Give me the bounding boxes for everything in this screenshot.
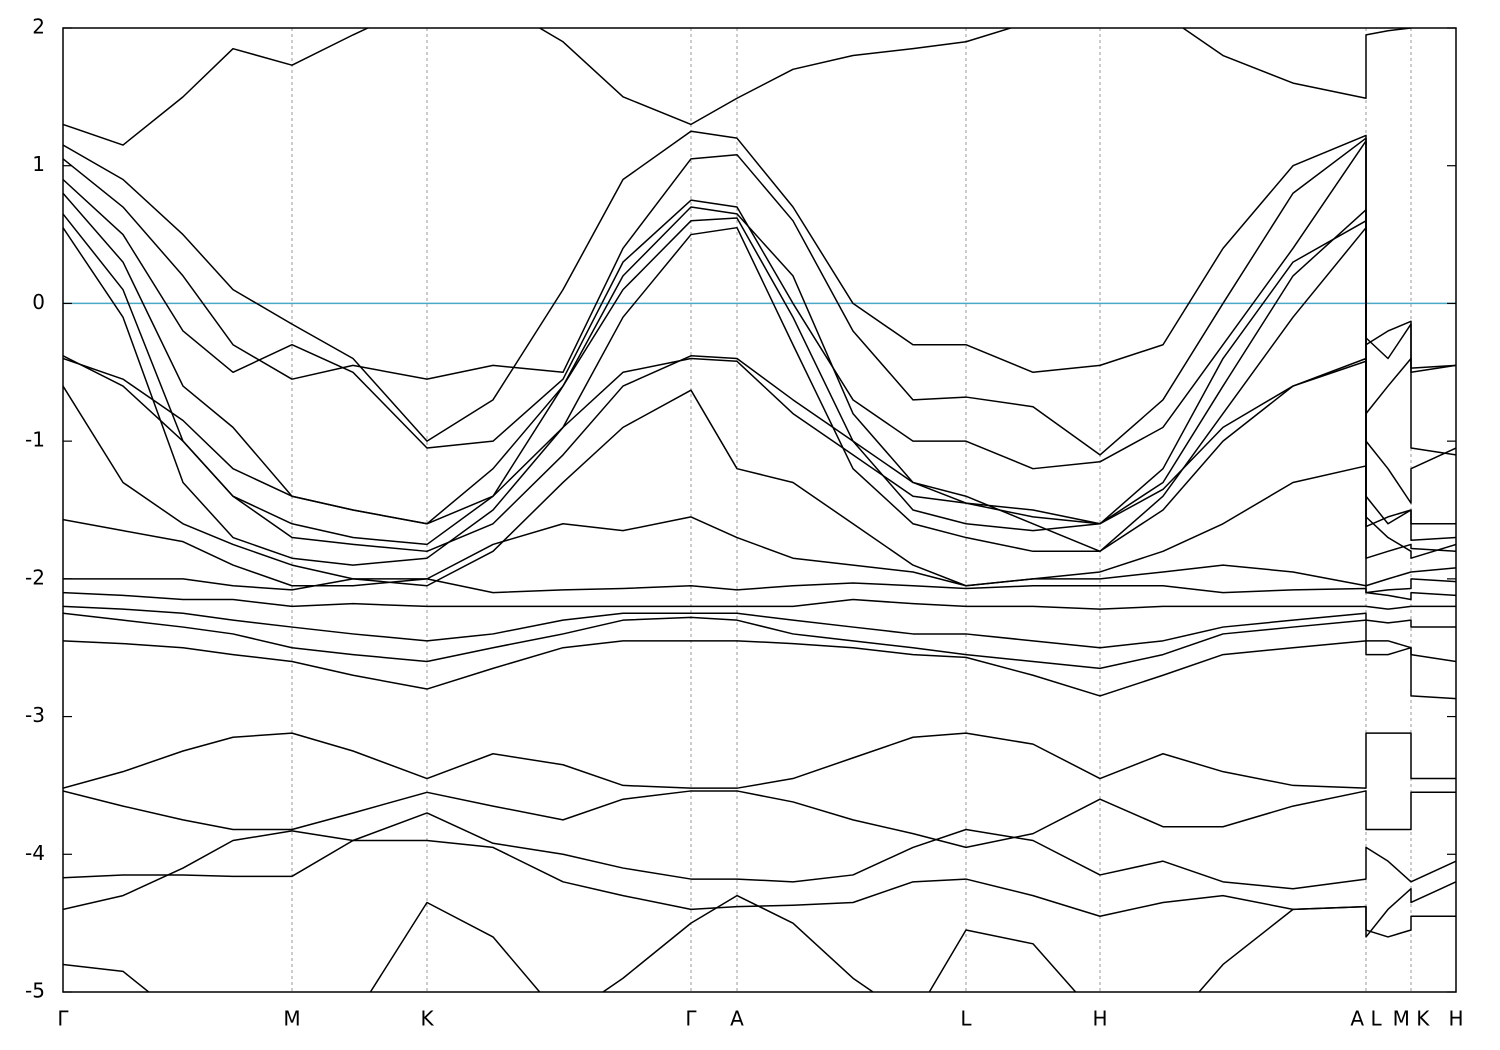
band-line — [63, 130, 1456, 442]
x-tick-label: M — [283, 1007, 300, 1031]
y-tick-label: -3 — [25, 703, 45, 727]
y-tick-label: -2 — [25, 565, 45, 589]
y-tick-label: -1 — [25, 428, 45, 452]
y-tick-label: -4 — [25, 841, 45, 865]
band-line — [63, 578, 1456, 601]
y-tick-label: 2 — [32, 15, 45, 39]
band-line — [63, 137, 1456, 456]
band-line — [63, 812, 1456, 890]
band-line — [63, 516, 1456, 594]
band-line — [63, 790, 1456, 849]
x-tick-label: A — [730, 1007, 744, 1031]
band-line — [63, 591, 1456, 610]
x-tick-label: Γ — [57, 1007, 69, 1031]
x-tick-label: H — [1092, 1007, 1107, 1031]
band-line — [63, 28, 1412, 146]
band-line — [63, 612, 1456, 670]
band-line — [63, 355, 1456, 553]
labels-layer: -5 -4 -3 -2 -1 0 1 2 Γ M K Γ A L H A L M K H — [25, 15, 1463, 1031]
y-tick-label: -5 — [25, 979, 45, 1003]
x-tick-label: A L — [1350, 1007, 1382, 1031]
x-tick-label: L — [960, 1007, 972, 1031]
x-tick-label: K — [420, 1007, 434, 1031]
band-line — [63, 640, 1456, 700]
band-line — [63, 357, 1456, 559]
y-tick-label: 0 — [32, 290, 45, 314]
band-line — [63, 881, 1456, 992]
x-tick-label: H — [1448, 1007, 1463, 1031]
band-line — [63, 605, 1456, 649]
band-line — [63, 732, 1456, 789]
x-tick-label: M K — [1393, 1007, 1431, 1031]
plot-frame — [62, 27, 1457, 993]
x-tick-label: Γ — [685, 1007, 697, 1031]
band-line — [63, 385, 1456, 587]
band-line — [63, 140, 1456, 470]
band-line — [63, 213, 1456, 546]
y-tick-label: 1 — [32, 152, 45, 176]
bands-layer — [63, 28, 1456, 992]
